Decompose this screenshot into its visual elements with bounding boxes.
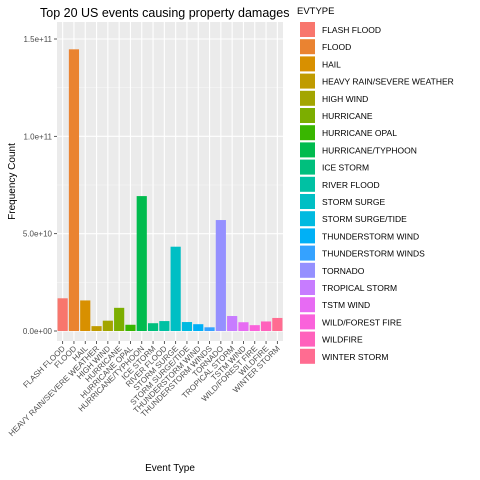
legend: EVTYPE FLASH FLOOD FLOOD HAIL HEAVY RAIN/SE… [297,6,454,364]
legend-key [300,331,315,347]
bar [227,316,238,331]
legend-label: TORNADO [322,266,365,276]
y-tick-label: 1.5e+11 [23,35,52,44]
legend-key [300,245,315,261]
bar [238,322,249,331]
legend-title: EVTYPE [297,6,335,17]
bar [136,196,147,331]
bar [125,324,136,331]
bar [91,326,102,331]
legend-label: HURRICANE/TYPHOON [322,145,417,155]
bar [147,323,159,331]
legend-label: THUNDERSTORM WIND [322,231,419,241]
y-tick-label: 5.0e+10 [23,230,53,239]
legend-key [300,228,315,244]
y-tick-label: 0.0e+00 [23,327,53,336]
y-axis: 0.0e+00 5.0e+10 1.0e+11 1.5e+11 [23,35,57,336]
bar [193,324,204,331]
legend-label: HURRICANE OPAL [322,128,397,138]
bar [272,317,283,331]
legend-key [300,90,315,106]
legend-label: THUNDERSTORM WINDS [322,249,425,259]
legend-key [300,262,315,278]
y-axis-title: Frequency Count [7,143,18,220]
bar [114,307,125,331]
legend-label: HEAVY RAIN/SEVERE WEATHER [322,77,454,87]
legend-key [300,348,315,364]
bar [102,320,113,331]
legend-key [300,73,315,89]
y-tick-label: 1.0e+11 [23,132,52,141]
legend-label: HIGH WIND [322,94,368,104]
bar [260,321,272,331]
bar [204,327,215,331]
x-axis-title: Event Type [145,463,195,474]
legend-label: TSTM WIND [322,300,370,310]
legend-label: WINTER STORM [322,352,388,362]
legend-key [300,211,315,227]
legend-label: FLASH FLOOD [322,25,381,35]
legend-key [300,56,315,72]
legend-key [300,314,315,330]
legend-key [300,280,315,295]
legend-label: FLOOD [322,42,351,52]
bar [57,298,68,331]
bar [249,325,260,331]
legend-key [300,159,315,175]
legend-key [300,22,315,37]
bar [68,49,80,332]
legend-label: RIVER FLOOD [322,180,380,190]
legend-label: ICE STORM [322,163,369,173]
legend-key [300,39,315,55]
bars [57,49,283,332]
legend-label: STORM SURGE [322,197,385,207]
bar [215,220,226,331]
legend-label: STORM SURGE/TIDE [322,214,407,224]
legend-key [300,142,315,158]
legend-key [300,297,315,313]
legend-key [300,194,315,209]
chart-title: Top 20 US events causing property damage… [40,6,289,20]
bar [159,321,170,331]
legend-label: HAIL [322,59,341,69]
bar [170,246,181,331]
legend-key [300,108,315,123]
legend-key [300,125,315,141]
legend-label: HURRICANE [322,111,373,121]
legend-label: TROPICAL STORM [322,283,397,293]
plot-panel [57,22,283,341]
legend-label: WILD/FOREST FIRE [322,317,402,327]
legend-key [300,176,315,192]
legend-label: WILDFIRE [322,335,363,345]
bar [80,300,91,331]
bar [181,322,193,331]
